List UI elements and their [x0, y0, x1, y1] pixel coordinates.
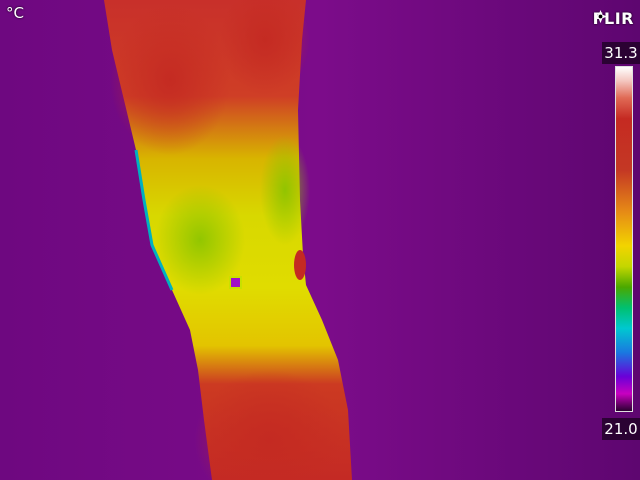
scale-min-value: 21.0: [602, 418, 640, 440]
brand-logo: FLIR: [593, 9, 634, 28]
brand-text: FLIR: [592, 9, 634, 28]
hot-region-thigh-right: [220, 0, 310, 95]
flir-logo-icon: [593, 9, 607, 24]
temperature-unit-label: °C: [6, 4, 24, 22]
color-scale-bar: [615, 66, 633, 412]
scale-max-value: 31.3: [602, 42, 640, 64]
cool-region-knee-right: [260, 135, 310, 245]
hot-spot-knee-edge: [294, 250, 306, 280]
spot-meter-icon: [229, 276, 242, 289]
hot-region-shin: [195, 370, 345, 480]
cool-region-knee-left: [155, 185, 245, 295]
hot-region-thigh-left: [110, 5, 230, 155]
edge-rim-left: [134, 149, 174, 291]
